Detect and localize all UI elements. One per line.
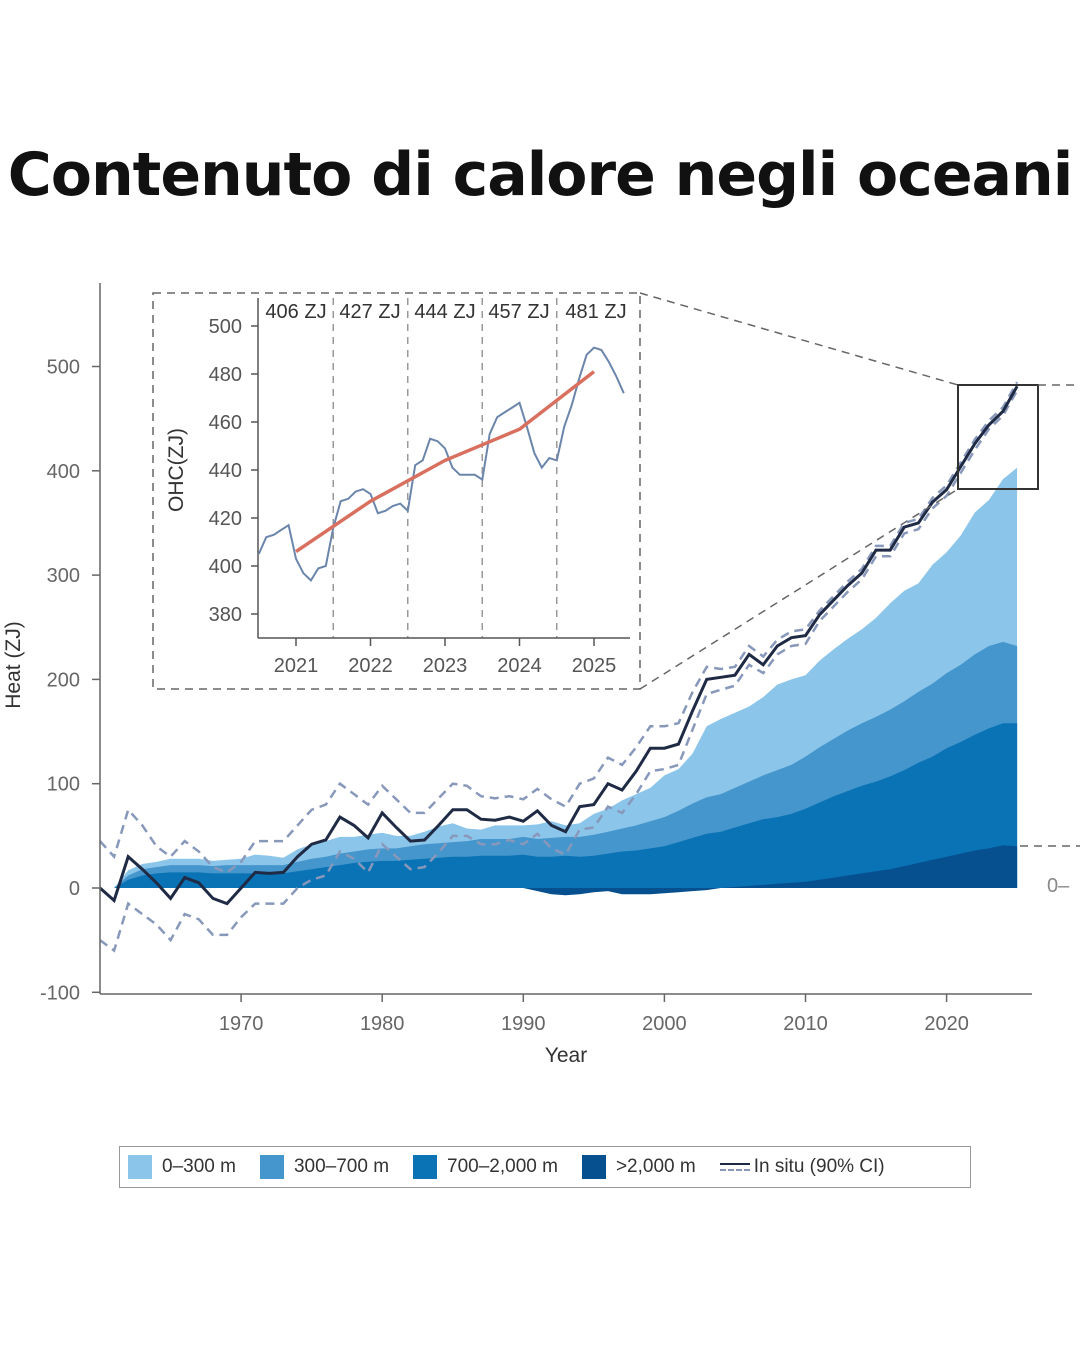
y-tick-label: 400 <box>47 461 80 483</box>
legend-label-gt-2000: >2,000 m <box>615 1156 696 1177</box>
connector-line-top <box>639 292 959 386</box>
y-axis-title: Heat (ZJ) <box>2 621 25 709</box>
zoom-box <box>957 384 1039 490</box>
inset-y-tick-label: 480 <box>209 364 242 386</box>
main-plot: -100 0 100 200 300 400 500 1970 1980 1990 2000 2010… <box>2 283 1039 1067</box>
inset-y-axis-title: OHC(ZJ) <box>165 428 188 512</box>
legend-item-300-700: 300–700 m <box>259 1155 390 1179</box>
legend-item-0-300: 0–300 m <box>128 1155 236 1179</box>
legend-swatch-700-2000 <box>413 1155 438 1179</box>
y-tick-label: 100 <box>47 774 80 796</box>
legend-item-in-situ: In situ (90% CI) <box>719 1156 885 1178</box>
inset-frame <box>152 292 641 690</box>
inset-y-tick-label: 400 <box>209 556 242 578</box>
legend: 0–300 m 300–700 m 700–2,000 m >2,000 m I… <box>119 1146 971 1188</box>
x-tick-label: 2020 <box>924 1013 969 1035</box>
legend-label-0-300: 0–300 m <box>162 1156 236 1177</box>
legend-label-300-700: 300–700 m <box>293 1156 390 1177</box>
inset-year-label: 457 ZJ <box>488 301 549 323</box>
inset-y-tick-label: 500 <box>209 316 242 338</box>
legend-item-gt-2000: >2,000 m <box>581 1155 696 1179</box>
inset-x-tick-label: 2022 <box>348 655 393 677</box>
y-tick-label: 200 <box>47 669 80 691</box>
page-title: Contenuto di calore negli oceani <box>7 140 1074 210</box>
ci-upper-line <box>99 381 1019 874</box>
x-tick-label: 1980 <box>360 1013 405 1035</box>
inset-y-tick-label: 440 <box>209 460 242 482</box>
inset-x-tick-label: 2025 <box>572 655 617 677</box>
area-700-2000 <box>100 723 1018 888</box>
inset-year-label: 406 ZJ <box>265 301 326 323</box>
legend-swatch-gt-2000 <box>581 1155 606 1179</box>
inset-y-tick-label: 380 <box>209 604 242 626</box>
right-edge-label: 0– <box>1047 875 1070 897</box>
ci-lower-line <box>99 389 1019 953</box>
x-axis-title: Year <box>545 1044 587 1067</box>
inset-year-label: 427 ZJ <box>339 301 400 323</box>
legend-line-in-situ <box>719 1160 750 1174</box>
inset-x-tick-label: 2023 <box>423 655 468 677</box>
inset-y-tick-label: 420 <box>209 508 242 530</box>
zoom-connectors <box>639 292 1080 847</box>
inset-year-label: 481 ZJ <box>565 301 626 323</box>
x-tick-label: 2000 <box>642 1013 687 1035</box>
inset-ohc-line <box>257 346 625 582</box>
x-tick-label: 1970 <box>219 1013 264 1035</box>
inset-year-label: 444 ZJ <box>414 301 475 323</box>
y-tick-label: -100 <box>40 982 80 1004</box>
inset-x-tick-label: 2021 <box>274 655 319 677</box>
inset-x-tick-label: 2024 <box>497 655 542 677</box>
legend-label-in-situ: In situ (90% CI) <box>753 1156 885 1177</box>
x-tick-label: 1990 <box>501 1013 546 1035</box>
area-gt-2000-negative <box>100 888 1018 896</box>
x-tick-label: 2010 <box>783 1013 828 1035</box>
inset-trend-line <box>295 370 596 554</box>
inset-y-tick-label: 460 <box>209 412 242 434</box>
y-tick-label: 300 <box>47 565 80 587</box>
area-gt-2000 <box>100 845 1018 888</box>
in-situ-line <box>99 385 1019 906</box>
legend-swatch-300-700 <box>259 1155 284 1179</box>
legend-label-700-2000: 700–2,000 m <box>447 1156 558 1177</box>
y-tick-label: 0 <box>69 878 80 900</box>
connector-line-bottom <box>639 488 959 690</box>
inset-plot: 406 ZJ 427 ZJ 444 ZJ 457 ZJ 481 ZJ 380 400 420 4… <box>152 292 641 690</box>
legend-item-700-2000: 700–2,000 m <box>413 1155 558 1179</box>
y-tick-label: 500 <box>47 357 80 379</box>
legend-swatch-0-300 <box>128 1155 152 1179</box>
